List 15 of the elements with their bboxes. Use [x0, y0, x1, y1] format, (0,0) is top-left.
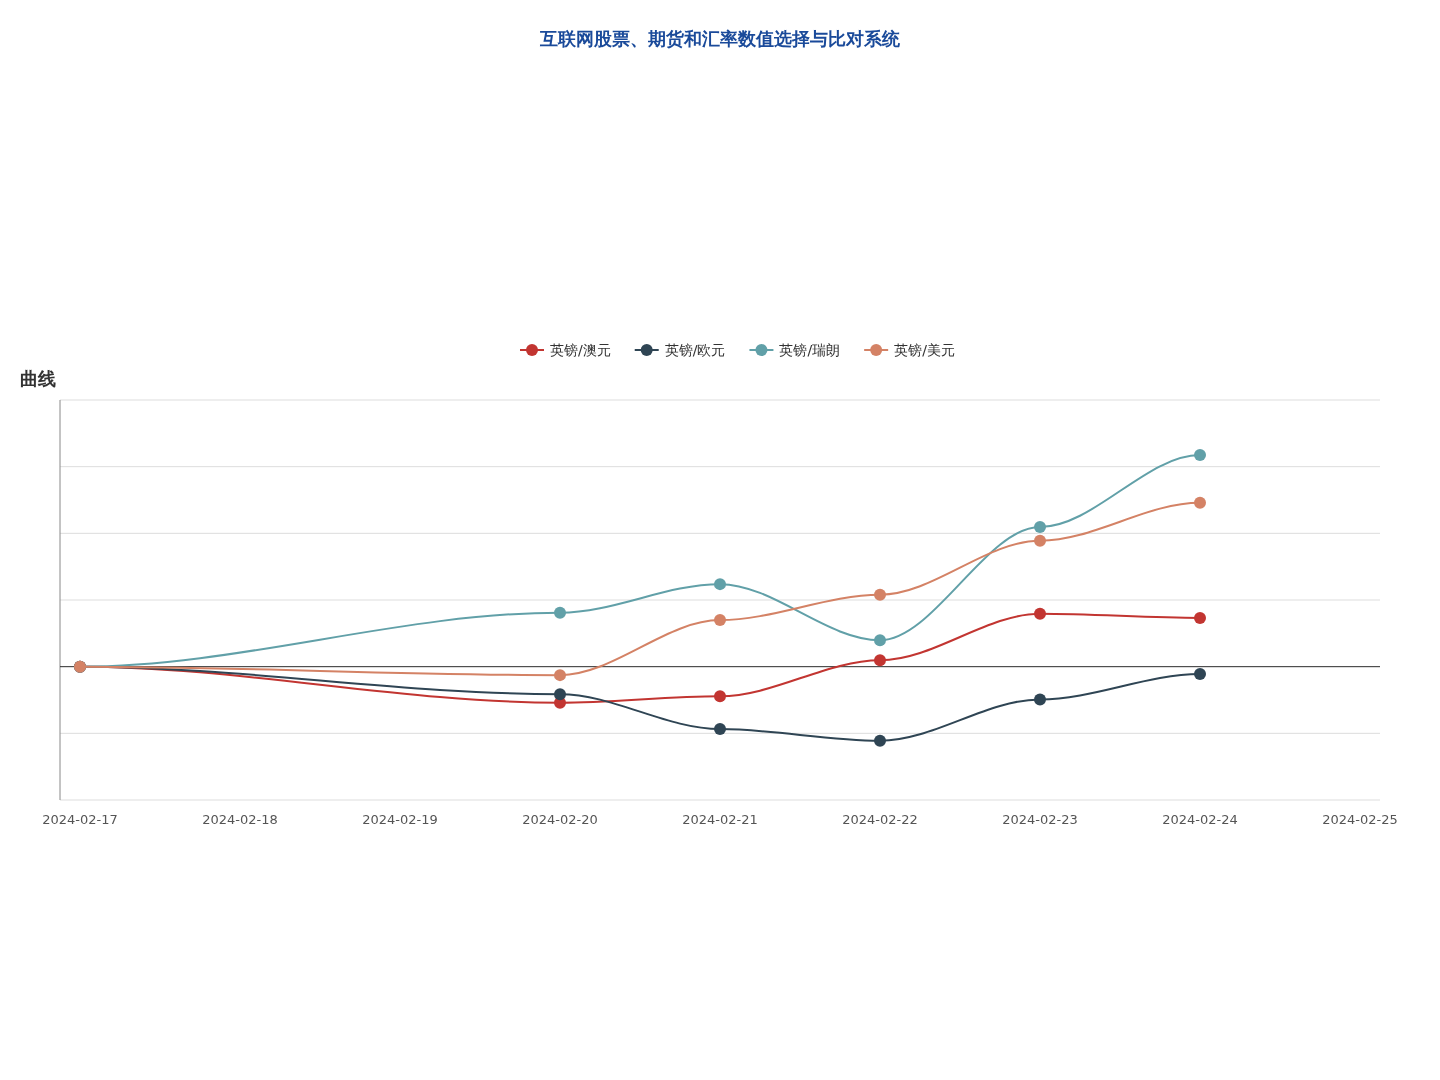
chart-subtitle: 曲线 — [20, 368, 56, 389]
x-tick-label: 2024-02-23 — [1002, 812, 1078, 827]
legend-label: 英镑/澳元 — [550, 342, 611, 358]
x-tick-label: 2024-02-25 — [1322, 812, 1398, 827]
x-tick-label: 2024-02-21 — [682, 812, 758, 827]
chart-title: 互联网股票、期货和汇率数值选择与比对系统 — [539, 28, 901, 49]
x-tick-label: 2024-02-17 — [42, 812, 118, 827]
x-tick-label: 2024-02-19 — [362, 812, 438, 827]
x-tick-label: 2024-02-24 — [1162, 812, 1238, 827]
legend-label: 英镑/欧元 — [664, 342, 726, 358]
legend-label: 英镑/瑞朗 — [779, 342, 841, 358]
x-tick-label: 2024-02-18 — [202, 812, 278, 827]
x-tick-label: 2024-02-22 — [842, 812, 918, 827]
legend-label: 英镑/美元 — [894, 342, 955, 358]
x-tick-label: 2024-02-20 — [522, 812, 598, 827]
